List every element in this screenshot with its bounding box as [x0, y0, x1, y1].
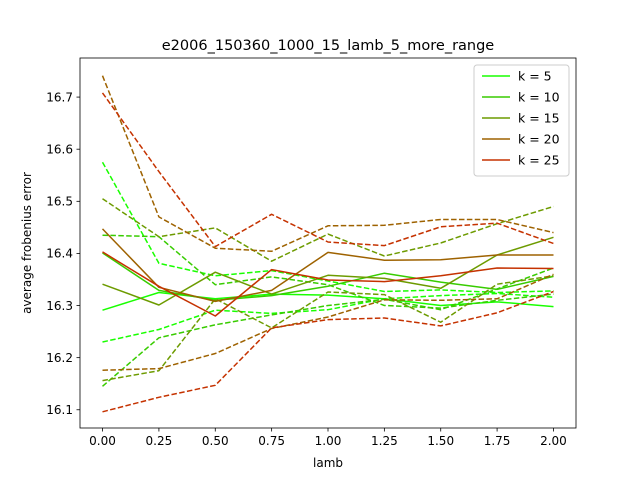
- x-tick-label: 0.00: [89, 434, 116, 448]
- series-line-15: [102, 290, 554, 413]
- y-axis-label: average frobenius error: [20, 172, 34, 314]
- legend: k = 5 k = 10 k = 15 k = 20 k = 25: [473, 64, 570, 177]
- y-axis: 16.1 16.2 16.3 16.4 16.5 16.6 16.7: [46, 90, 80, 417]
- y-tick-label: 16.6: [46, 142, 73, 156]
- series-lines: [101, 75, 554, 413]
- series-line-6: [102, 267, 554, 387]
- x-tick-label: 1.25: [371, 434, 398, 448]
- series-line-8: [102, 198, 554, 262]
- y-tick-label: 16.1: [46, 403, 73, 417]
- x-tick-label: 2.00: [540, 434, 567, 448]
- y-tick-label: 16.7: [46, 90, 73, 104]
- x-tick-label: 1.00: [315, 434, 342, 448]
- x-tick-label: 1.75: [484, 434, 511, 448]
- series-line-2: [101, 161, 554, 294]
- legend-label: k = 25: [518, 153, 560, 168]
- series-line-9: [102, 275, 554, 382]
- legend-label: k = 5: [518, 69, 552, 84]
- y-tick-label: 16.3: [46, 299, 73, 313]
- x-tick-label: 1.50: [427, 434, 454, 448]
- series-line-7: [102, 236, 554, 306]
- legend-label: k = 20: [518, 132, 560, 147]
- series-line-14: [101, 92, 554, 248]
- legend-box: [473, 64, 570, 177]
- series-line-5: [102, 234, 554, 309]
- series-line-13: [102, 251, 554, 317]
- x-axis: 0.00 0.25 0.50 0.75 1.00 1.25 1.50 1.75 2.00: [89, 428, 567, 448]
- series-line-12: [102, 273, 554, 371]
- y-tick-label: 16.5: [46, 195, 73, 209]
- y-tick-label: 16.2: [46, 351, 73, 365]
- y-tick-label: 16.4: [46, 247, 73, 261]
- legend-label: k = 10: [518, 90, 560, 105]
- x-tick-label: 0.25: [146, 434, 173, 448]
- x-tick-label: 0.50: [202, 434, 229, 448]
- series-line-11: [101, 75, 554, 253]
- series-line-3: [102, 292, 554, 343]
- chart-title: e2006_150360_1000_15_lamb_5_more_range: [162, 38, 495, 54]
- x-axis-label: lamb: [313, 456, 343, 470]
- x-tick-label: 0.75: [258, 434, 285, 448]
- series-line-10: [101, 228, 554, 303]
- legend-label: k = 15: [518, 111, 560, 126]
